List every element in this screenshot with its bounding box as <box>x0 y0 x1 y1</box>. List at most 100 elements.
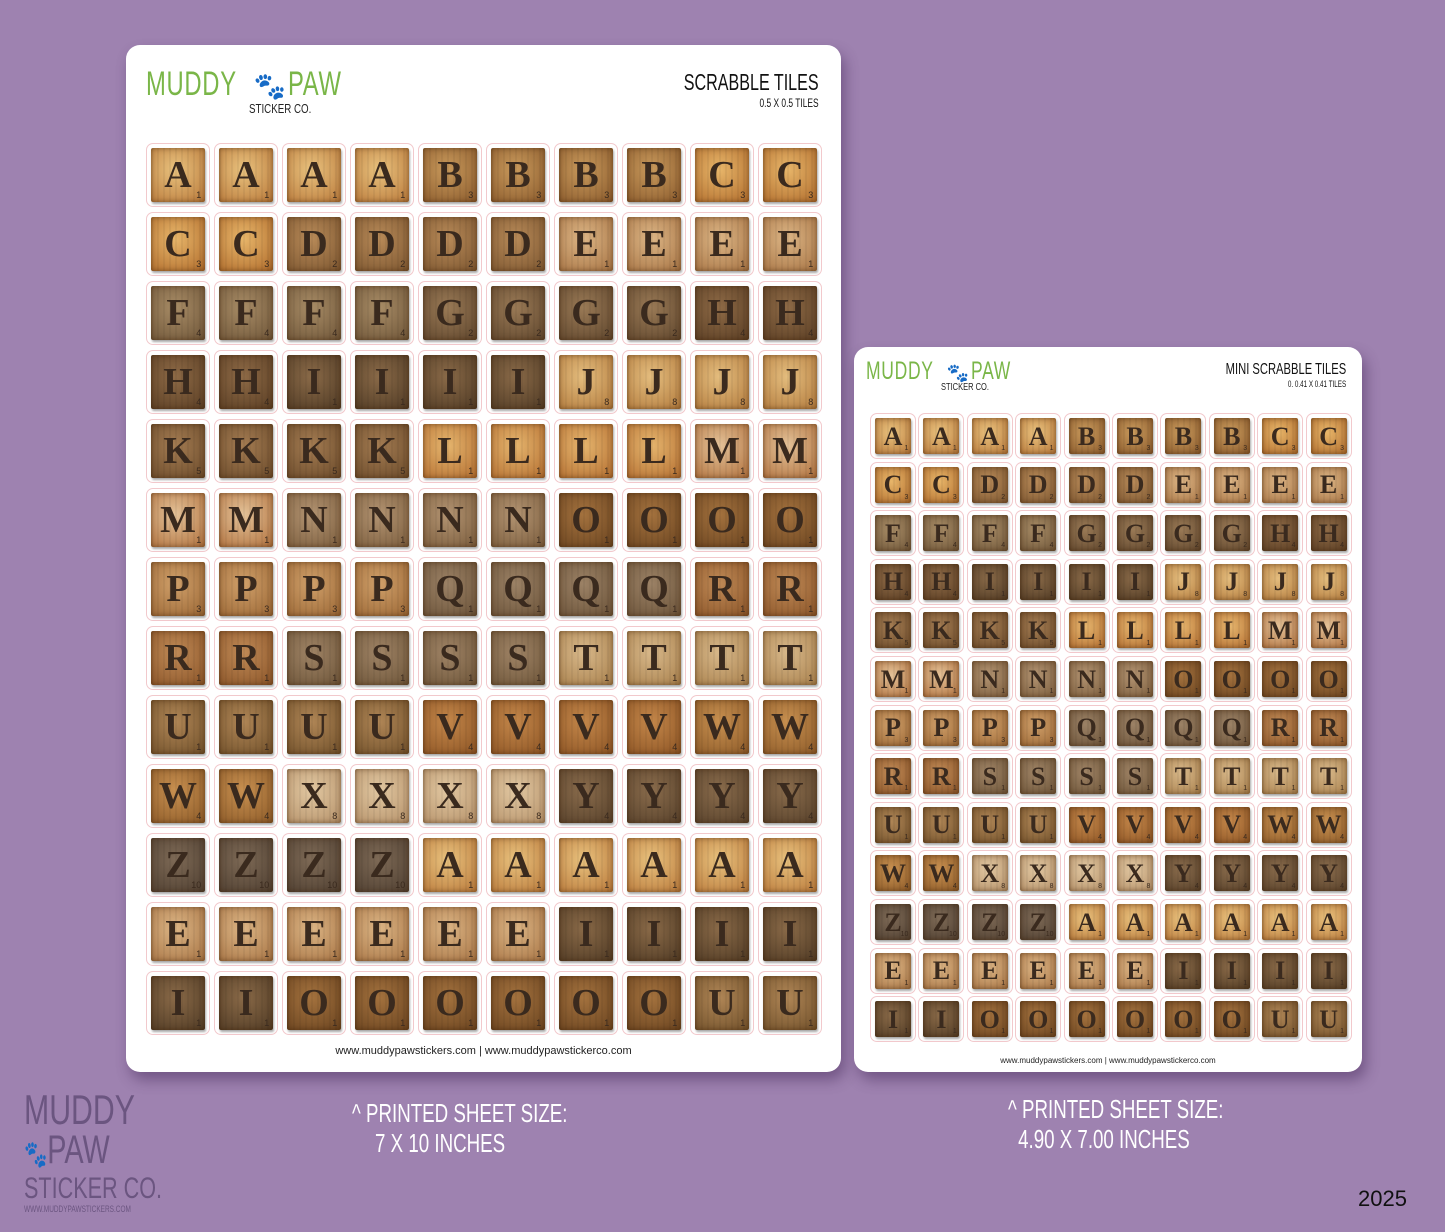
tile-score: 4 <box>808 327 814 338</box>
scrabble-tile-z: Z 10 <box>918 899 965 945</box>
tile-letter: M <box>228 498 264 541</box>
tile-score: 1 <box>1001 834 1006 842</box>
tile-letter: O <box>979 1004 1000 1034</box>
tile-score: 1 <box>264 189 270 200</box>
tile-letter: Y <box>1222 858 1242 888</box>
tile-score: 4 <box>264 810 270 821</box>
tile-letter: D <box>504 222 532 265</box>
tile-score: 8 <box>1291 591 1296 599</box>
tile-letter: D <box>368 222 396 265</box>
tile-letter: D <box>1125 470 1145 500</box>
tile-score: 1 <box>468 879 474 890</box>
tile-letter: V <box>1077 810 1096 840</box>
wood-tile-face: Z 10 <box>219 838 273 892</box>
tile-letter: O <box>1028 1004 1049 1034</box>
tile-letter: O <box>571 981 601 1024</box>
tile-letter: X <box>1077 858 1096 888</box>
tile-score: 5 <box>196 465 202 476</box>
tile-letter: E <box>1126 956 1144 986</box>
tile-letter: R <box>164 636 192 679</box>
tile-score: 8 <box>1001 882 1006 890</box>
tile-letter: P <box>1030 713 1047 743</box>
tile-score: 1 <box>1340 736 1344 744</box>
tile-letter: E <box>165 912 191 955</box>
tile-score: 3 <box>904 736 909 744</box>
tile-letter: M <box>160 498 196 541</box>
tile-score: 5 <box>952 639 957 647</box>
tile-score: 1 <box>1001 688 1006 696</box>
tile-letter: Z <box>369 843 395 886</box>
tile-letter: G <box>1221 518 1242 548</box>
tile-letter: Y <box>640 774 668 817</box>
tile-score: 8 <box>400 810 406 821</box>
tile-score: 1 <box>400 534 406 545</box>
tile-score: 1 <box>1291 639 1296 647</box>
tile-score: 1 <box>1049 591 1054 599</box>
tile-letter: H <box>707 291 737 334</box>
tile-score: 4 <box>1340 882 1344 890</box>
tile-letter: Z <box>165 843 191 886</box>
tile-score: 1 <box>1098 736 1102 744</box>
scrabble-tile-z: Z 10 <box>1015 899 1062 945</box>
tile-score: 1 <box>1243 688 1248 696</box>
tile-score: 1 <box>1098 1028 1102 1036</box>
tile-letter: F <box>166 291 190 334</box>
wood-tile-face: Z 10 <box>287 838 341 892</box>
watermark-paw: PAW <box>47 1128 110 1172</box>
tile-letter: B <box>1223 421 1241 451</box>
tile-letter: S <box>507 636 529 679</box>
tile-letter: I <box>578 912 594 955</box>
logo-text-paw: PAW <box>971 357 1012 385</box>
tile-score: 1 <box>332 396 338 407</box>
tile-score: 1 <box>740 879 746 890</box>
